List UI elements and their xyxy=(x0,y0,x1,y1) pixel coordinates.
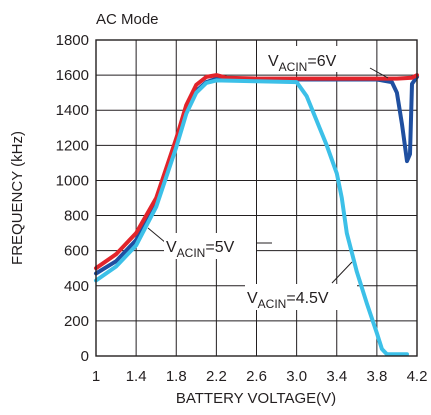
x-axis-title: BATTERY VOLTAGE(V) xyxy=(176,390,336,407)
annotation-sub: ACIN xyxy=(279,60,308,74)
annotation-vacin-5v: VACIN=5V xyxy=(147,227,272,260)
y-tick-label: 0 xyxy=(81,348,89,365)
x-tick-label: 4.2 xyxy=(407,368,428,385)
annotation-sub: ACIN xyxy=(258,297,287,311)
series-line xyxy=(94,78,409,357)
annotation-prefix: V xyxy=(166,239,177,256)
x-tick-label: 1 xyxy=(92,368,100,385)
x-tick-labels: 1 1.4 1.8 2.2 2.6 3.0 3.4 3.8 4.2 xyxy=(92,368,428,385)
y-tick-label: 1400 xyxy=(56,102,89,119)
annotation-vacin-6v: VACIN=6V xyxy=(265,46,389,79)
y-tick-label: 1200 xyxy=(56,137,89,154)
y-tick-label: 600 xyxy=(64,243,89,260)
annotation-prefix: V xyxy=(247,290,258,307)
annotation-suffix: =6V xyxy=(307,53,336,70)
x-tick-label: 1.8 xyxy=(166,368,187,385)
x-tick-label: 3.4 xyxy=(326,368,347,385)
series-layer xyxy=(94,73,419,357)
annotation-prefix: V xyxy=(268,53,279,70)
annotation-vacin-4-5v: VACIN=4.5V xyxy=(245,261,357,311)
y-tick-label: 800 xyxy=(64,208,89,225)
annotation-suffix: =5V xyxy=(205,239,234,256)
x-tick-label: 2.2 xyxy=(206,368,227,385)
y-tick-label: 1800 xyxy=(56,32,89,49)
y-tick-labels: 0 200 400 600 800 1000 1200 1400 1600 1800 xyxy=(56,32,89,365)
grid xyxy=(95,39,418,357)
series-line xyxy=(94,73,419,271)
y-axis-title: FREQUENCY (kHz) xyxy=(9,131,26,265)
chart-title: AC Mode xyxy=(96,11,159,28)
annotation-sub: ACIN xyxy=(177,246,206,260)
x-tick-label: 3.8 xyxy=(366,368,387,385)
plot-frame xyxy=(95,39,418,357)
svg-text:VACIN=5V: VACIN=5V xyxy=(166,239,235,260)
svg-text:VACIN=4.5V: VACIN=4.5V xyxy=(247,290,329,311)
x-tick-label: 2.6 xyxy=(246,368,267,385)
x-tick-label: 3.0 xyxy=(286,368,307,385)
y-tick-label: 400 xyxy=(64,278,89,295)
annotation-suffix: =4.5V xyxy=(286,290,329,307)
y-tick-label: 1600 xyxy=(56,67,89,84)
svg-text:VACIN=6V: VACIN=6V xyxy=(268,53,337,74)
y-tick-label: 200 xyxy=(64,313,89,330)
x-tick-label: 1.4 xyxy=(126,368,147,385)
y-tick-label: 1000 xyxy=(56,172,89,189)
